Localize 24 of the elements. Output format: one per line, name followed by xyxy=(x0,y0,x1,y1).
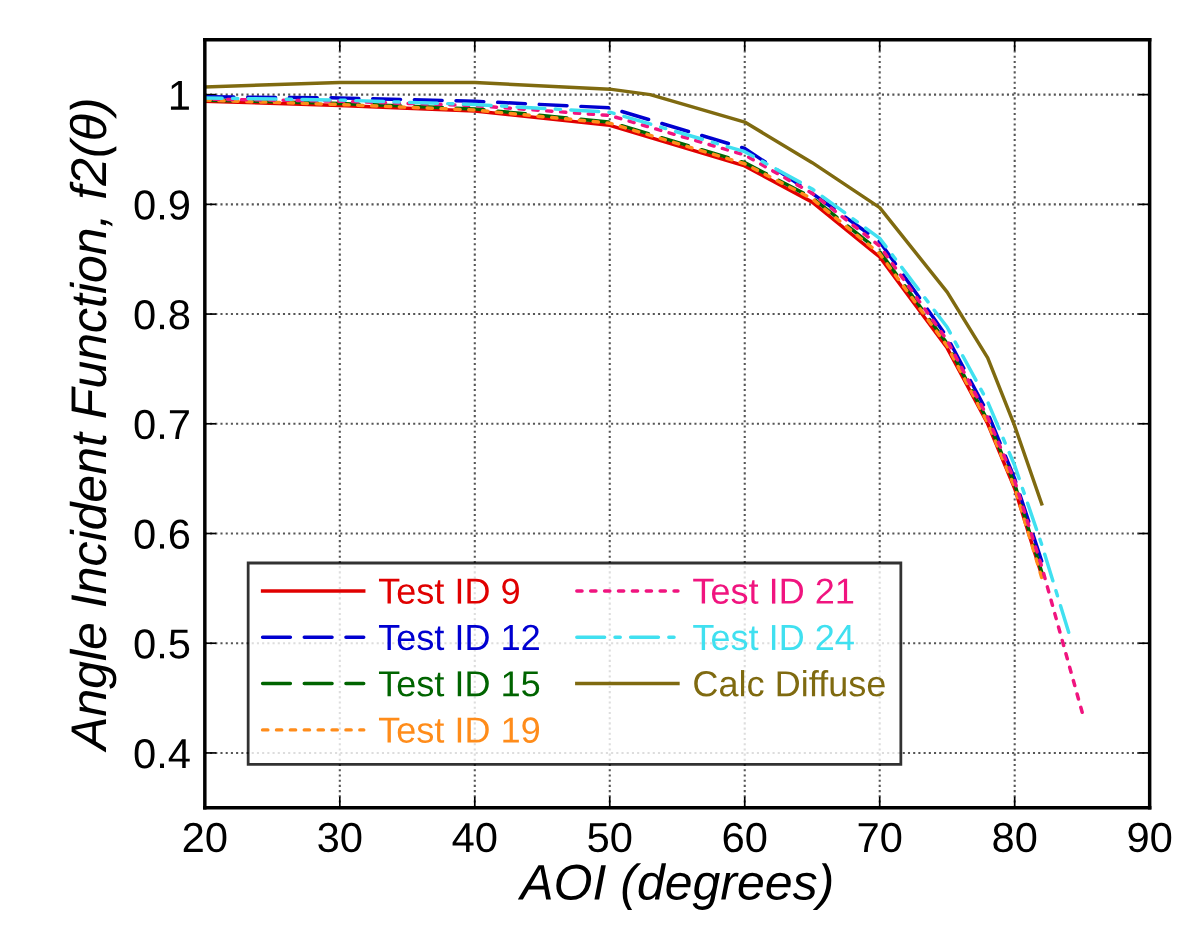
legend-label: Test ID 21 xyxy=(693,578,854,604)
y-tick-label: 0.9 xyxy=(134,190,189,220)
x-axis-title: AOI (degrees) xyxy=(517,863,832,910)
y-tick-label: 0.8 xyxy=(134,300,190,330)
y-tick-label: 0.4 xyxy=(134,738,190,769)
x-tick-label: 20 xyxy=(183,822,227,853)
legend-label: Test ID 12 xyxy=(378,624,539,651)
x-tick-label: 30 xyxy=(318,822,362,853)
legend-label: Test ID 24 xyxy=(693,624,854,651)
y-tick-label: 0.7 xyxy=(134,409,189,440)
legend-label: Test ID 15 xyxy=(378,671,540,697)
x-tick-label: 40 xyxy=(452,822,497,853)
x-tick-label: 70 xyxy=(858,822,902,853)
x-tick-label: 50 xyxy=(588,822,632,853)
y-tick-label: 1 xyxy=(170,81,189,110)
x-tick-label: 60 xyxy=(723,822,767,853)
legend-label: Test ID 19 xyxy=(378,717,540,743)
y-tick-label: 0.6 xyxy=(134,519,190,550)
x-tick-label: 80 xyxy=(993,822,1037,853)
legend-label: Test ID 9 xyxy=(378,578,519,604)
y-tick-label: 0.5 xyxy=(134,629,190,659)
legend-label: Calc Diffuse xyxy=(694,670,885,697)
y-axis-title: Angle Incident Function, f2(θ) xyxy=(69,100,117,753)
x-tick-label: 90 xyxy=(1128,822,1172,853)
